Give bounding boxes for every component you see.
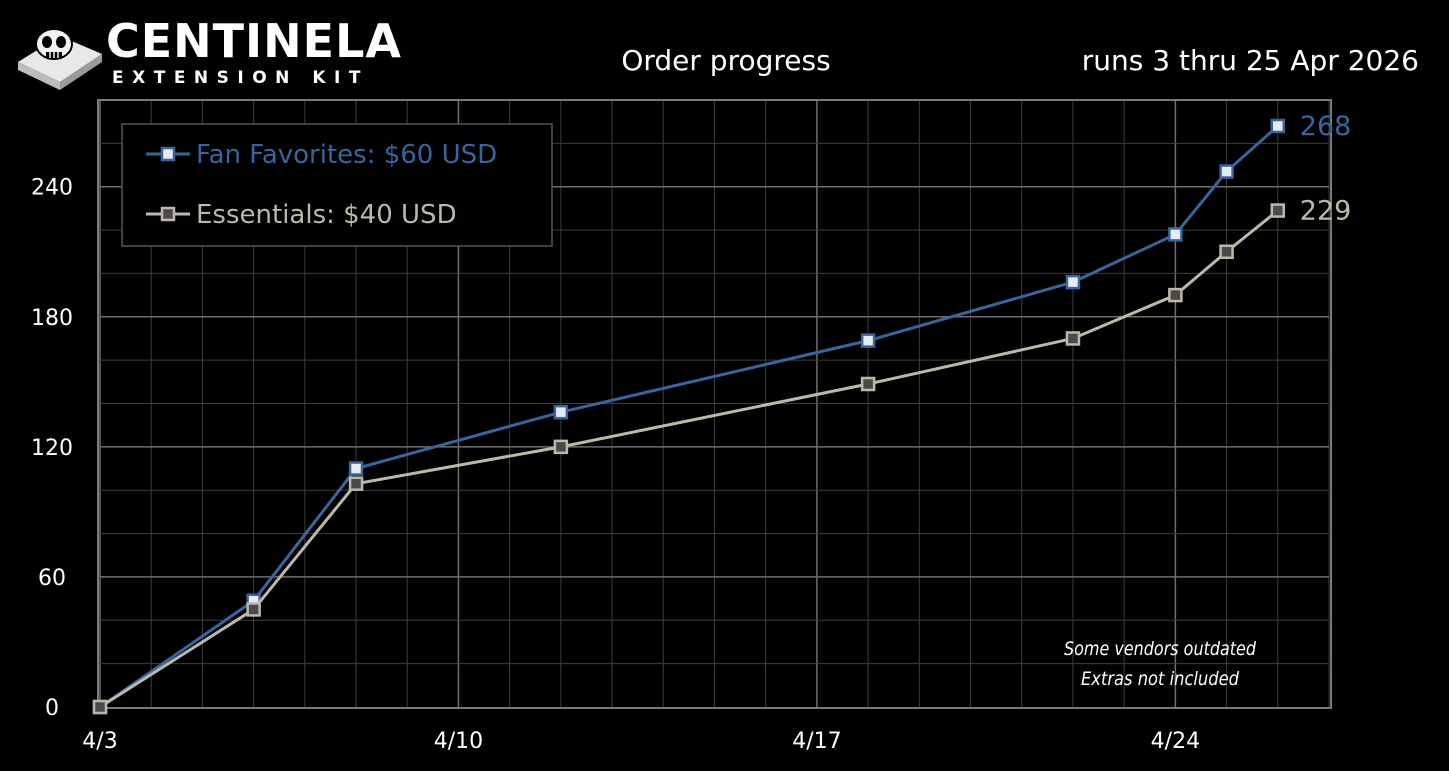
data-point-marker bbox=[246, 602, 261, 617]
y-tick-label: 60 bbox=[38, 566, 66, 591]
legend-label: Essentials: $40 USD bbox=[196, 200, 457, 230]
data-point-marker bbox=[1168, 227, 1183, 242]
data-point-marker bbox=[860, 333, 876, 348]
annotation-line-2: Extras not included bbox=[1081, 668, 1240, 690]
series-end-label: 268 bbox=[1300, 111, 1352, 142]
chart-title: Order progress bbox=[621, 44, 830, 77]
annotation-note: Some vendors outdated Extras not include… bbox=[1064, 638, 1257, 690]
legend-swatch-marker bbox=[160, 146, 176, 162]
legend-item: Essentials: $40 USD bbox=[146, 200, 457, 230]
data-point-marker bbox=[348, 461, 364, 476]
annotation-line-1: Some vendors outdated bbox=[1064, 638, 1257, 660]
legend-box bbox=[121, 123, 553, 247]
data-point-marker bbox=[1270, 118, 1286, 134]
series-end-label: 229 bbox=[1300, 196, 1352, 227]
data-point-marker bbox=[1219, 164, 1234, 179]
data-point-marker bbox=[1065, 274, 1081, 290]
data-point-marker bbox=[1065, 331, 1081, 346]
axes: 0 60 120 180 240 4/3 4/10 4/17 4/24 bbox=[31, 176, 1200, 754]
y-tick-label: 180 bbox=[31, 306, 73, 331]
series-line bbox=[99, 209, 1279, 709]
data-point-marker bbox=[553, 404, 569, 420]
legend-label: Fan Favorites: $60 USD bbox=[196, 140, 497, 170]
data-point-marker bbox=[1270, 203, 1286, 218]
skull-keycap-icon bbox=[18, 28, 102, 90]
data-point-marker bbox=[860, 376, 876, 392]
brand-tagline: EXTENSION KIT bbox=[112, 68, 369, 88]
x-tick-label: 4/17 bbox=[792, 729, 841, 754]
series-2: 229 bbox=[92, 196, 1352, 715]
y-tick-label: 0 bbox=[45, 696, 59, 721]
data-point-marker bbox=[553, 439, 569, 455]
legend-swatch-marker bbox=[160, 206, 176, 222]
legend-item: Fan Favorites: $60 USD bbox=[146, 140, 497, 170]
brand-logo: CENTINELA EXTENSION KIT bbox=[14, 12, 414, 92]
y-tick-label: 240 bbox=[31, 176, 73, 201]
plot-frame bbox=[97, 99, 1332, 709]
data-point-marker bbox=[1219, 244, 1234, 259]
x-tick-label: 4/3 bbox=[82, 729, 117, 754]
series-group: 268 229 bbox=[92, 111, 1352, 715]
brand-name: CENTINELA bbox=[106, 14, 403, 68]
data-point-marker bbox=[348, 476, 364, 491]
x-tick-label: 4/10 bbox=[434, 729, 483, 754]
x-tick-label: 4/24 bbox=[1151, 729, 1200, 754]
y-tick-label: 120 bbox=[31, 436, 73, 461]
data-point-marker bbox=[1168, 287, 1183, 303]
legend: Fan Favorites: $60 USD Essentials: $40 US… bbox=[121, 123, 553, 247]
data-point-marker bbox=[92, 699, 108, 715]
date-range: runs 3 thru 25 Apr 2026 bbox=[1082, 44, 1419, 77]
